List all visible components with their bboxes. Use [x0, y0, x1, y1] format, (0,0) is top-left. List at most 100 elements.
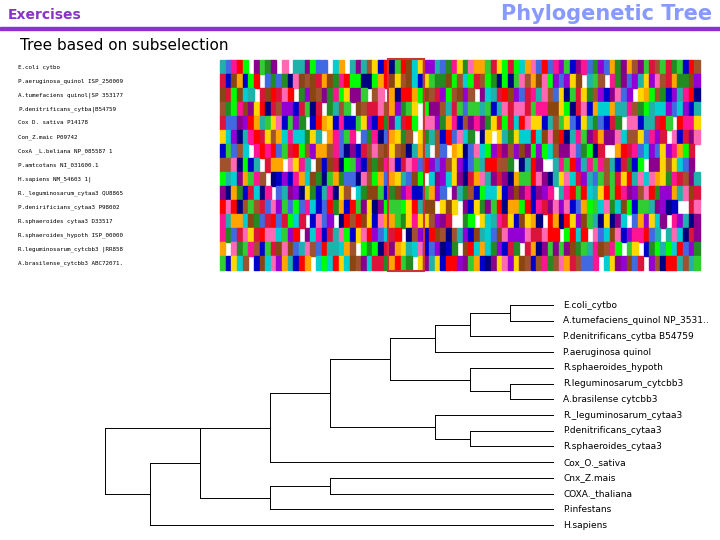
Bar: [254, 228, 259, 242]
Bar: [485, 242, 491, 256]
Bar: [412, 214, 418, 228]
Bar: [231, 186, 237, 200]
Bar: [254, 158, 259, 172]
Bar: [547, 74, 553, 88]
Bar: [469, 130, 474, 144]
Bar: [564, 256, 570, 270]
Bar: [299, 60, 305, 74]
Bar: [451, 242, 457, 256]
Bar: [525, 228, 531, 242]
Bar: [525, 200, 531, 214]
Bar: [616, 200, 621, 214]
Bar: [598, 60, 604, 74]
Bar: [333, 102, 338, 116]
Bar: [429, 74, 434, 88]
Bar: [536, 60, 541, 74]
Bar: [401, 242, 406, 256]
Bar: [678, 242, 683, 256]
Bar: [525, 74, 531, 88]
Bar: [463, 228, 468, 242]
Bar: [338, 242, 344, 256]
Bar: [333, 88, 338, 102]
Bar: [423, 228, 429, 242]
Bar: [587, 200, 593, 214]
Bar: [616, 228, 621, 242]
Bar: [531, 214, 536, 228]
Bar: [395, 158, 400, 172]
Bar: [678, 172, 683, 186]
Bar: [654, 200, 660, 214]
Bar: [276, 130, 282, 144]
Bar: [547, 60, 553, 74]
Bar: [406, 130, 412, 144]
Bar: [694, 116, 700, 130]
Bar: [570, 88, 575, 102]
Bar: [649, 200, 654, 214]
Bar: [237, 144, 243, 158]
Bar: [440, 256, 446, 270]
Bar: [553, 256, 559, 270]
Bar: [536, 88, 541, 102]
Bar: [344, 214, 350, 228]
Bar: [632, 256, 638, 270]
Bar: [412, 172, 418, 186]
Bar: [694, 214, 700, 228]
Bar: [361, 242, 366, 256]
Bar: [497, 130, 503, 144]
Bar: [683, 116, 688, 130]
Bar: [418, 186, 423, 200]
Bar: [406, 158, 412, 172]
Bar: [328, 158, 333, 172]
Bar: [412, 88, 418, 102]
Bar: [531, 228, 536, 242]
Bar: [288, 242, 293, 256]
Bar: [401, 116, 406, 130]
Bar: [491, 200, 497, 214]
Bar: [632, 172, 638, 186]
Bar: [542, 74, 547, 88]
Bar: [678, 116, 683, 130]
Bar: [372, 74, 378, 88]
Bar: [423, 256, 429, 270]
Bar: [570, 60, 575, 74]
Bar: [654, 242, 660, 256]
Bar: [587, 130, 593, 144]
Bar: [294, 186, 299, 200]
Bar: [547, 102, 553, 116]
Bar: [616, 130, 621, 144]
Bar: [660, 242, 666, 256]
Bar: [288, 186, 293, 200]
Bar: [644, 242, 649, 256]
Bar: [225, 200, 231, 214]
Bar: [525, 172, 531, 186]
Bar: [491, 102, 497, 116]
Bar: [649, 186, 654, 200]
Bar: [654, 74, 660, 88]
Bar: [480, 60, 485, 74]
Bar: [366, 130, 372, 144]
Bar: [282, 242, 287, 256]
Bar: [457, 88, 463, 102]
Bar: [497, 172, 503, 186]
Text: P.denitrificans_cytba|B54759: P.denitrificans_cytba|B54759: [18, 106, 116, 112]
Bar: [440, 144, 446, 158]
Bar: [384, 214, 390, 228]
Bar: [564, 214, 570, 228]
Bar: [220, 102, 225, 116]
Bar: [237, 88, 243, 102]
Bar: [480, 242, 485, 256]
Bar: [660, 200, 666, 214]
Bar: [356, 172, 361, 186]
Bar: [259, 88, 265, 102]
Bar: [694, 172, 700, 186]
Bar: [457, 186, 463, 200]
Bar: [576, 74, 581, 88]
Bar: [598, 228, 604, 242]
Bar: [480, 214, 485, 228]
Bar: [513, 242, 519, 256]
Bar: [384, 256, 390, 270]
Bar: [372, 144, 378, 158]
Bar: [598, 172, 604, 186]
Bar: [457, 130, 463, 144]
Text: E.coli cytbo: E.coli cytbo: [18, 64, 60, 70]
